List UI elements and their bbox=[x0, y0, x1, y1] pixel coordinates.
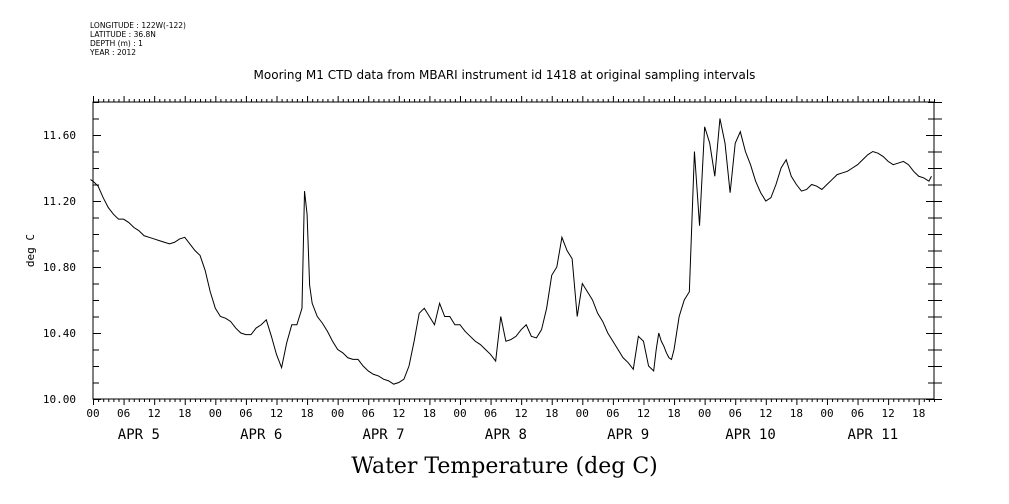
chart-title: Mooring M1 CTD data from MBARI instrumen… bbox=[253, 68, 756, 82]
y-tick-label: 10.00 bbox=[43, 393, 76, 406]
day-label: APR 6 bbox=[240, 427, 282, 443]
x-tick-label: 12 bbox=[759, 407, 772, 420]
x-tick-label: 00 bbox=[331, 407, 344, 420]
x-tick-label: 00 bbox=[86, 407, 99, 420]
latitude-label: LATITUDE : 36.8N bbox=[90, 30, 156, 39]
x-tick-label: 00 bbox=[820, 407, 833, 420]
x-tick-label: 12 bbox=[270, 407, 283, 420]
day-label: APR 8 bbox=[485, 427, 527, 443]
day-label: APR 7 bbox=[362, 427, 404, 443]
x-tick-label: 18 bbox=[912, 407, 925, 420]
x-tick-label: 06 bbox=[362, 407, 375, 420]
x-tick-label: 18 bbox=[423, 407, 436, 420]
x-tick-label: 12 bbox=[882, 407, 895, 420]
x-tick-label: 06 bbox=[117, 407, 130, 420]
year-label: YEAR : 2012 bbox=[90, 48, 137, 57]
x-tick-label: 18 bbox=[545, 407, 558, 420]
x-tick-label: 12 bbox=[392, 407, 405, 420]
y-tick-label: 10.40 bbox=[43, 327, 76, 340]
y-axis-title: deg C bbox=[24, 234, 37, 267]
x-tick-label: 00 bbox=[209, 407, 222, 420]
depth-label: DEPTH (m) : 1 bbox=[90, 39, 143, 48]
day-label: APR 5 bbox=[118, 427, 160, 443]
x-tick-label: 18 bbox=[300, 407, 313, 420]
y-tick-label: 11.60 bbox=[43, 129, 76, 142]
x-tick-label: 06 bbox=[851, 407, 864, 420]
y-tick-label: 11.20 bbox=[43, 195, 76, 208]
x-tick-label: 12 bbox=[637, 407, 650, 420]
x-tick-label: 06 bbox=[729, 407, 742, 420]
x-tick-label: 06 bbox=[606, 407, 619, 420]
x-tick-label: 18 bbox=[178, 407, 191, 420]
longitude-label: LONGITUDE : 122W(-122) bbox=[90, 21, 186, 30]
x-axis-title: Water Temperature (deg C) bbox=[351, 454, 658, 479]
x-tick-label: 18 bbox=[790, 407, 803, 420]
x-tick-label: 12 bbox=[148, 407, 161, 420]
day-label: APR 9 bbox=[607, 427, 649, 443]
day-label: APR 10 bbox=[725, 427, 776, 443]
x-tick-label: 00 bbox=[453, 407, 466, 420]
temperature-series-line bbox=[90, 118, 932, 385]
y-tick-label: 10.80 bbox=[43, 261, 76, 274]
x-tick-label: 18 bbox=[667, 407, 680, 420]
x-tick-label: 00 bbox=[698, 407, 711, 420]
x-tick-label: 00 bbox=[576, 407, 589, 420]
x-tick-label: 12 bbox=[515, 407, 528, 420]
plot-frame bbox=[92, 101, 935, 400]
x-tick-label: 06 bbox=[239, 407, 252, 420]
x-tick-label: 06 bbox=[484, 407, 497, 420]
day-label: APR 11 bbox=[848, 427, 899, 443]
metadata-block: LONGITUDE : 122W(-122) LATITUDE : 36.8N … bbox=[90, 21, 186, 57]
